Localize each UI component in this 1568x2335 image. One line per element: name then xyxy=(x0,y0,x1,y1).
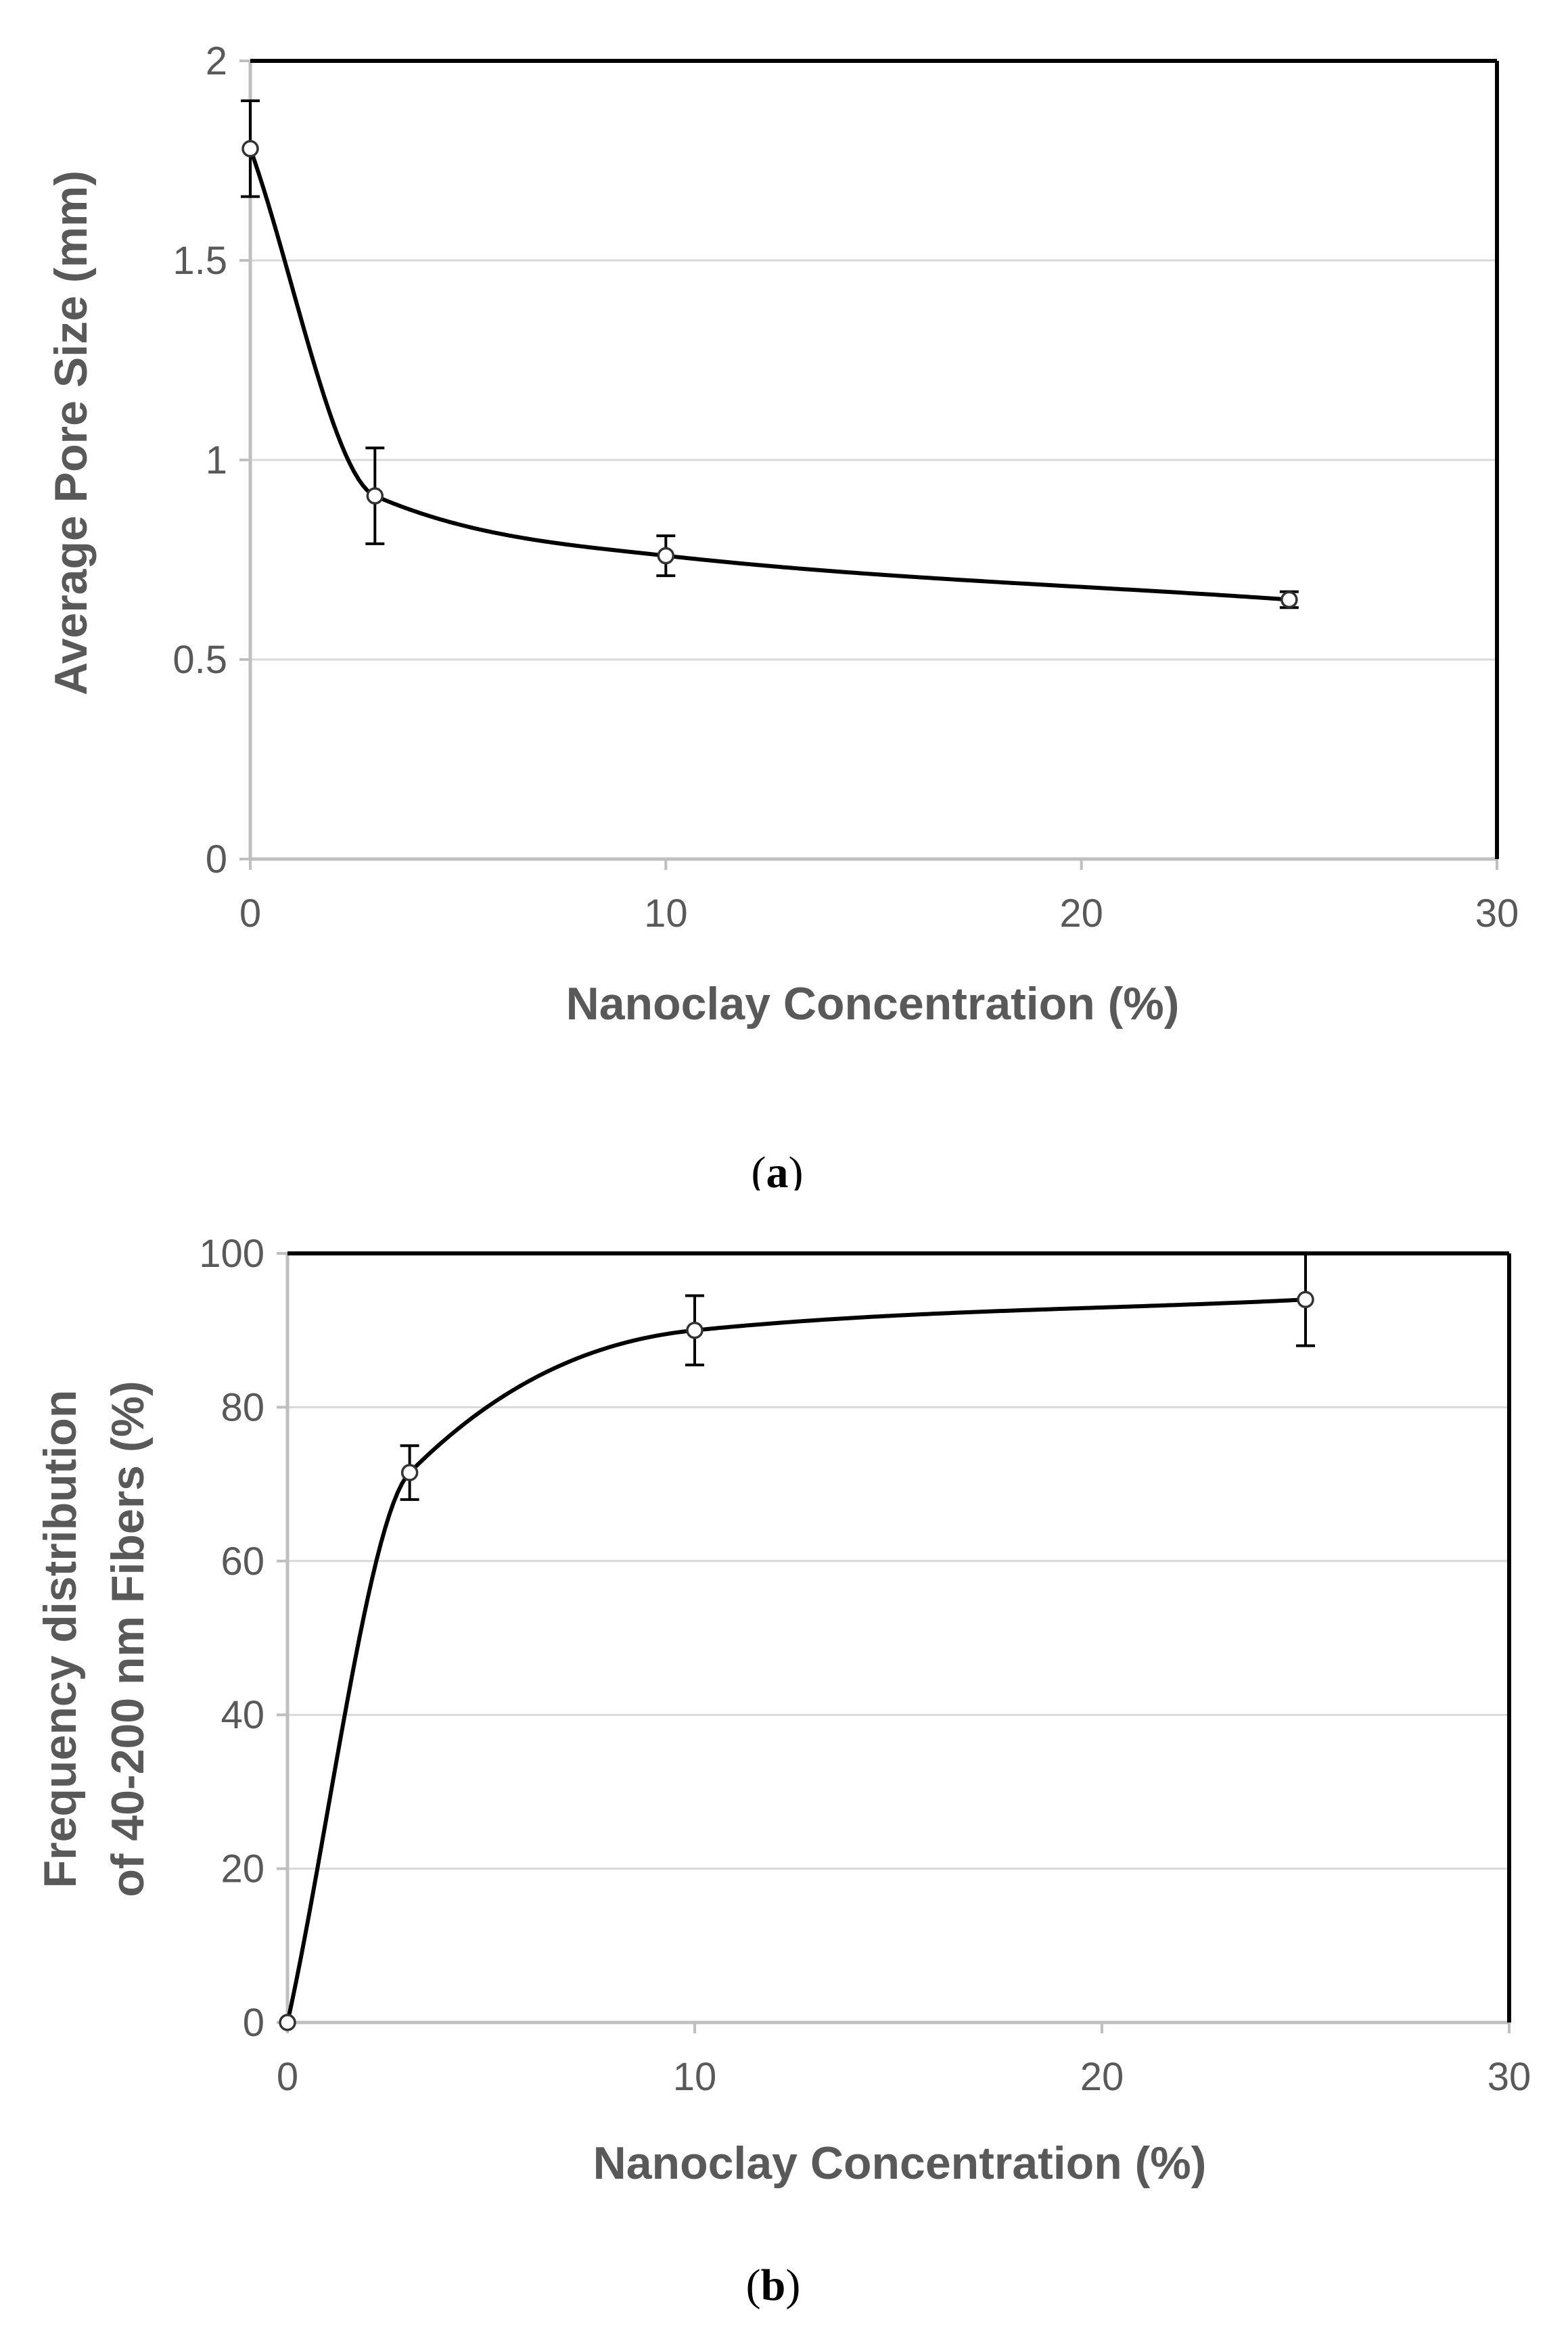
chart-a: 0 0.5 1 1.5 2 0 10 20 30 Nanoclay Concentration… xyxy=(45,39,1519,1190)
chart-b-x-tick-label: 0 xyxy=(277,2055,298,2099)
chart-a-data-point xyxy=(1281,591,1298,609)
chart-b-y-tick-labels: 0 20 40 60 80 100 xyxy=(199,1232,264,2045)
chart-b-y-tick-label: 0 xyxy=(243,2001,264,2045)
chart-b-caption-open: ( xyxy=(746,2261,761,2310)
chart-a-x-axis-title: Nanoclay Concentration (%) xyxy=(566,978,1180,1030)
chart-b-panel-label: b xyxy=(761,2261,786,2310)
chart-b-y-axis-title-line-1: Frequency distribution xyxy=(34,1390,86,1889)
chart-a-y-tick-labels: 0 0.5 1 1.5 2 xyxy=(172,39,227,881)
chart-b-series-line xyxy=(285,1297,1306,2023)
chart-b-y-tick-label: 20 xyxy=(221,1847,264,1891)
chart-a-gridlines xyxy=(250,259,1497,661)
chart-b: 0 20 40 60 80 100 0 10 20 30 Nanoclay Concentrat… xyxy=(0,1190,1568,2335)
chart-a-x-tick-label: 30 xyxy=(1475,892,1519,935)
chart-b-frame xyxy=(277,1251,1511,2033)
chart-b-y-tick-label: 40 xyxy=(221,1693,264,1737)
chart-b-canvas: 0 20 40 60 80 100 0 10 20 30 Nanoclay Concentrat… xyxy=(34,1232,1531,2310)
chart-b-y-tick-label: 60 xyxy=(221,1540,264,1583)
chart-a-y-tick-label: 0 xyxy=(206,837,227,881)
chart-a-x-tick-label: 10 xyxy=(644,892,688,935)
chart-b-y-tick-label: 100 xyxy=(199,1232,264,1276)
chart-a-series-line xyxy=(248,147,1290,602)
chart-a-y-tick-label: 1 xyxy=(206,438,227,482)
chart-b-y-tick-label: 80 xyxy=(221,1385,264,1429)
chart-a-series xyxy=(241,99,1299,609)
chart-b-x-tick-label: 20 xyxy=(1080,2055,1124,2099)
chart-b-data-point xyxy=(686,1321,704,1339)
chart-a-frame xyxy=(239,59,1499,870)
chart-a-x-tick-labels: 0 10 20 30 xyxy=(239,892,1519,935)
chart-b-x-tick-label: 10 xyxy=(673,2055,717,2099)
chart-b-x-tick-label: 30 xyxy=(1488,2055,1531,2099)
chart-b-caption: (b) xyxy=(746,2261,801,2310)
chart-b-x-axis-title: Nanoclay Concentration (%) xyxy=(593,2137,1207,2189)
chart-a-caption: (a) xyxy=(752,1148,804,1190)
chart-a-data-point xyxy=(241,140,259,158)
chart-b-data-point xyxy=(400,1464,419,1481)
chart-a-data-point xyxy=(366,487,384,505)
chart-a-y-tick-label: 1.5 xyxy=(172,239,227,283)
chart-b-x-tick-labels: 0 10 20 30 xyxy=(277,2055,1531,2099)
chart-a-caption-close: ) xyxy=(789,1148,804,1190)
chart-b-gridlines xyxy=(287,1406,1509,1870)
chart-a-caption-open: ( xyxy=(752,1148,766,1190)
chart-a-x-tick-label: 20 xyxy=(1059,892,1103,935)
chart-b-series xyxy=(279,1252,1315,2031)
chart-b-caption-close: ) xyxy=(785,2261,800,2310)
chart-a-y-tick-label: 2 xyxy=(206,39,227,83)
chart-a-y-tick-label: 0.5 xyxy=(172,638,227,682)
chart-b-data-point xyxy=(279,2014,296,2031)
chart-a-panel-label: a xyxy=(766,1148,789,1190)
chart-a-data-point xyxy=(657,547,675,565)
chart-b-data-point xyxy=(1297,1291,1314,1308)
chart-a-x-tick-label: 0 xyxy=(239,892,261,935)
chart-a-canvas: 0 0.5 1 1.5 2 0 10 20 30 Nanoclay Concentration… xyxy=(45,39,1519,1190)
chart-a-y-axis-title: Average Pore Size (mm) xyxy=(45,170,97,695)
chart-b-y-axis-title-line-2: of 40-200 nm Fibers (%) xyxy=(102,1381,154,1897)
